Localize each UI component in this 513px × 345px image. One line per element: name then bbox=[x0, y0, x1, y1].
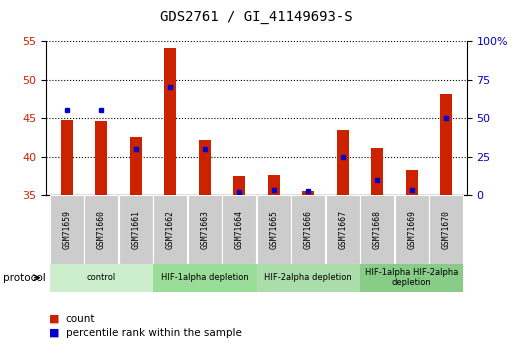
Text: GSM71668: GSM71668 bbox=[372, 210, 382, 249]
Bar bbox=[153, 264, 256, 292]
Bar bbox=[360, 264, 463, 292]
Bar bbox=[130, 137, 142, 195]
Text: GSM71664: GSM71664 bbox=[235, 210, 244, 249]
Bar bbox=[406, 170, 418, 195]
Text: GSM71659: GSM71659 bbox=[63, 210, 71, 249]
Text: GSM71661: GSM71661 bbox=[131, 210, 141, 249]
Bar bbox=[395, 195, 428, 264]
Bar bbox=[164, 48, 176, 195]
Bar bbox=[268, 175, 280, 195]
Bar bbox=[371, 148, 383, 195]
Bar bbox=[50, 264, 153, 292]
Bar bbox=[95, 121, 107, 195]
Text: GSM71665: GSM71665 bbox=[269, 210, 278, 249]
Text: count: count bbox=[66, 314, 95, 324]
Bar bbox=[256, 264, 360, 292]
Text: GSM71663: GSM71663 bbox=[200, 210, 209, 249]
Text: GSM71669: GSM71669 bbox=[407, 210, 416, 249]
Text: GSM71670: GSM71670 bbox=[442, 210, 450, 249]
Text: ■: ■ bbox=[49, 314, 59, 324]
Bar bbox=[440, 93, 452, 195]
Bar bbox=[302, 191, 314, 195]
Text: HIF-2alpha depletion: HIF-2alpha depletion bbox=[264, 273, 352, 282]
Bar bbox=[85, 195, 118, 264]
Bar bbox=[326, 195, 360, 264]
Text: GSM71667: GSM71667 bbox=[338, 210, 347, 249]
Text: HIF-1alpha HIF-2alpha
depletion: HIF-1alpha HIF-2alpha depletion bbox=[365, 268, 458, 287]
Bar bbox=[233, 176, 245, 195]
Bar bbox=[360, 195, 394, 264]
Bar bbox=[429, 195, 463, 264]
Bar bbox=[50, 195, 84, 264]
Text: GSM71660: GSM71660 bbox=[97, 210, 106, 249]
Bar bbox=[188, 195, 222, 264]
Bar bbox=[257, 195, 291, 264]
Text: percentile rank within the sample: percentile rank within the sample bbox=[66, 328, 242, 338]
Text: GDS2761 / GI_41149693-S: GDS2761 / GI_41149693-S bbox=[160, 10, 353, 24]
Bar bbox=[61, 120, 73, 195]
Bar bbox=[291, 195, 325, 264]
Text: protocol: protocol bbox=[3, 273, 45, 283]
Text: ■: ■ bbox=[49, 328, 59, 338]
Text: GSM71666: GSM71666 bbox=[304, 210, 313, 249]
Bar bbox=[222, 195, 256, 264]
Text: GSM71662: GSM71662 bbox=[166, 210, 175, 249]
Bar bbox=[337, 130, 349, 195]
Bar bbox=[119, 195, 153, 264]
Bar bbox=[153, 195, 187, 264]
Text: HIF-1alpha depletion: HIF-1alpha depletion bbox=[161, 273, 249, 282]
Bar bbox=[199, 140, 211, 195]
Text: control: control bbox=[87, 273, 116, 282]
